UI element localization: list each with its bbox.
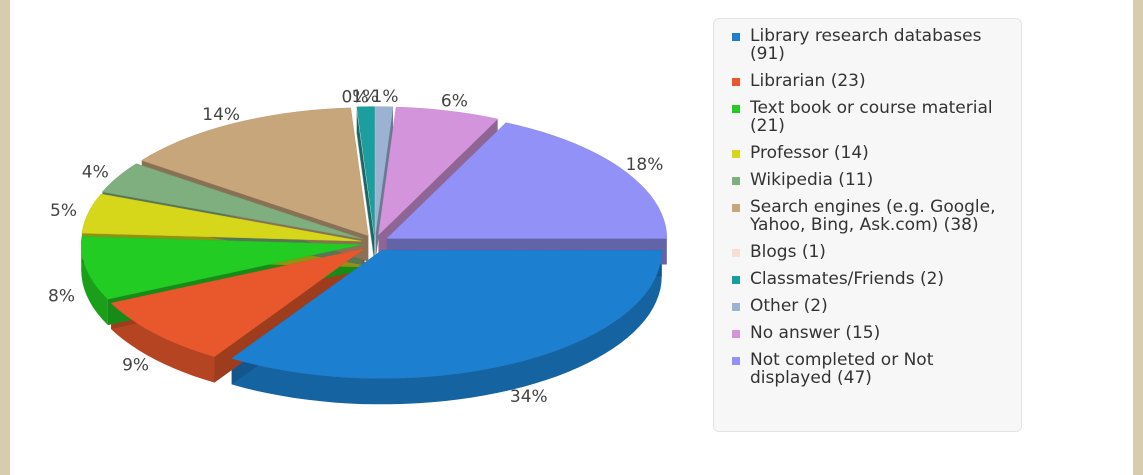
legend-swatch: [732, 276, 740, 284]
legend-label: Text book or course material (21): [750, 98, 993, 136]
data-label: 34%: [510, 387, 548, 407]
pie-slice-edge: [356, 106, 375, 261]
pie-slice: [356, 106, 375, 235]
legend-item: Search engines (e.g. Google, Yahoo, Bing…: [730, 198, 1011, 234]
data-label: 0%: [342, 87, 369, 107]
legend-swatch: [732, 150, 740, 158]
legend: Library research databases (91) Librarian…: [713, 18, 1022, 432]
data-label: 1%: [372, 87, 399, 107]
pie-slice: [386, 122, 668, 239]
data-label: 5%: [50, 201, 77, 221]
legend-swatch: [732, 303, 740, 311]
legend-label: Not completed or Not displayed (47): [750, 350, 934, 388]
legend-swatch: [732, 249, 740, 257]
legend-swatch: [732, 33, 740, 41]
pie-slice: [378, 106, 499, 236]
legend-item: Text book or course material (21): [730, 99, 1011, 135]
legend-swatch: [732, 78, 740, 86]
data-label: 4%: [82, 163, 109, 183]
data-label: 1%: [352, 87, 379, 107]
legend-swatch: [732, 204, 740, 212]
legend-label: No answer (15): [750, 323, 881, 343]
pie-slice-side: [81, 244, 108, 326]
data-label: 14%: [202, 105, 240, 125]
legend-label: Other (2): [750, 296, 828, 316]
pie-slice: [110, 248, 365, 357]
legend-item: Wikipedia (11): [730, 171, 1011, 189]
legend-swatch: [732, 330, 740, 338]
legend-label: Search engines (e.g. Google, Yahoo, Bing…: [750, 197, 996, 235]
pie-slice: [81, 236, 362, 300]
data-label: 9%: [122, 356, 149, 376]
legend-label: Librarian (23): [750, 71, 866, 91]
legend-label: Wikipedia (11): [750, 170, 874, 190]
pie-slice-side: [111, 303, 215, 383]
legend-item: Library research databases (91): [730, 27, 1011, 63]
data-label: 8%: [48, 286, 75, 306]
data-label: 18%: [626, 155, 664, 175]
pie-slice: [375, 106, 394, 235]
legend-label: Professor (14): [750, 143, 869, 163]
pie-labels: 34% 9% 8% 5%4% 14% 0%1%1% 6% 18%: [48, 87, 663, 407]
legend-item: Not completed or Not displayed (47): [730, 351, 1011, 387]
legend-item: Librarian (23): [730, 72, 1011, 90]
legend-swatch: [732, 105, 740, 113]
pie-slice: [101, 163, 363, 240]
legend-item: Professor (14): [730, 144, 1011, 162]
pie-slice-side: [231, 250, 662, 405]
legend-label: Classmates/Friends (2): [750, 269, 945, 289]
legend-item: Blogs (1): [730, 243, 1011, 261]
legend-item: Classmates/Friends (2): [730, 270, 1011, 288]
legend-label: Library research databases (91): [750, 26, 982, 64]
pie-slice: [231, 250, 662, 379]
pie-tops: [81, 106, 668, 379]
pie-slice-edge: [375, 106, 394, 261]
data-label: 6%: [441, 92, 468, 112]
pie-slice: [141, 107, 369, 237]
legend-item: Other (2): [730, 297, 1011, 315]
pie-slice: [81, 193, 362, 242]
legend-swatch: [732, 177, 740, 185]
legend-item: No answer (15): [730, 324, 1011, 342]
legend-label: Blogs (1): [750, 242, 826, 262]
legend-swatch: [732, 357, 740, 365]
pie-slice: [356, 106, 375, 235]
